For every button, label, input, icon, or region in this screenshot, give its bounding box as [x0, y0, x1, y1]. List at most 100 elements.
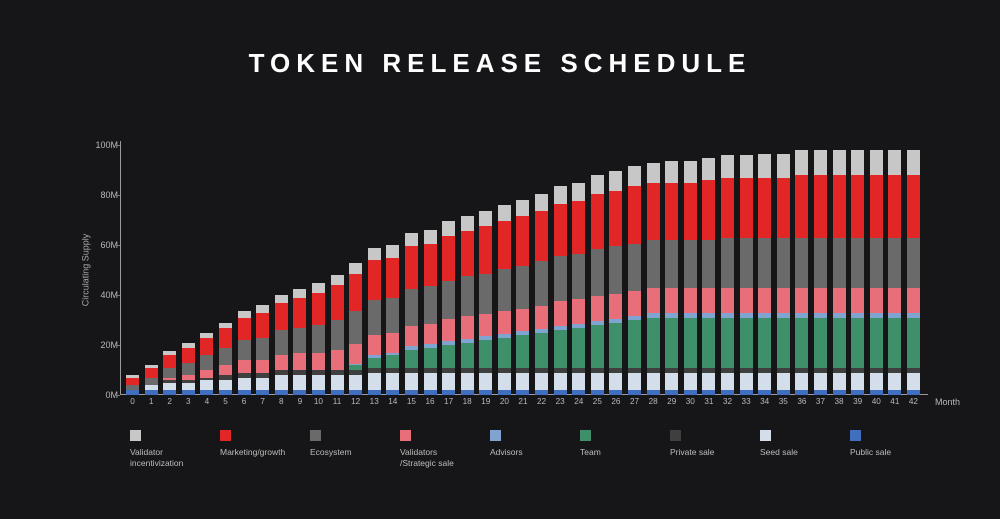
bar [516, 200, 529, 395]
bar-segment-validators_strategic [870, 288, 883, 313]
legend-swatch [760, 430, 771, 441]
x-tick-label: 25 [591, 397, 604, 406]
x-tick-label: 28 [647, 397, 660, 406]
bar [256, 305, 269, 395]
bar-segment-team [851, 318, 864, 368]
bar-segment-seed_sale [591, 373, 604, 391]
bar-segment-marketing [200, 338, 213, 356]
x-tick-label: 32 [721, 397, 734, 406]
bar-segment-ecosystem [182, 363, 195, 376]
x-tick-label: 42 [907, 397, 920, 406]
legend-item-public_sale: Public sale [850, 430, 940, 469]
bar-segment-validator_incent [907, 150, 920, 175]
legend-item-seed_sale: Seed sale [760, 430, 850, 469]
bar-segment-validators_strategic [535, 306, 548, 329]
bar-segment-public_sale [405, 390, 418, 395]
bar-segment-validators_strategic [219, 365, 232, 375]
bar-segment-seed_sale [907, 373, 920, 391]
y-tick-label: 60M [92, 240, 118, 250]
bar-segment-public_sale [851, 390, 864, 395]
legend-label: Validators /Strategic sale [400, 447, 454, 469]
bar-segment-validators_strategic [684, 288, 697, 313]
bar-segment-marketing [368, 260, 381, 300]
x-tick-label: 38 [833, 397, 846, 406]
bar-segment-validator_incent [758, 154, 771, 178]
bar-segment-validators_strategic [572, 299, 585, 324]
bar-segment-ecosystem [424, 286, 437, 324]
bar [312, 283, 325, 396]
bar [628, 166, 641, 395]
bar-segment-seed_sale [609, 373, 622, 391]
bar-segment-ecosystem [516, 266, 529, 309]
bar-segment-team [777, 318, 790, 368]
bar [870, 150, 883, 395]
bar-segment-marketing [665, 183, 678, 241]
bar-segment-seed_sale [554, 373, 567, 391]
bar-segment-validators_strategic [609, 294, 622, 319]
x-tick-label: 10 [312, 397, 325, 406]
bar-segment-marketing [163, 355, 176, 368]
bar-segment-seed_sale [219, 380, 232, 390]
legend-label: Public sale [850, 447, 891, 458]
bar-segment-validator_incent [405, 233, 418, 247]
bar-segment-team [591, 325, 604, 368]
bar [740, 155, 753, 395]
y-tick-label: 100M [92, 140, 118, 150]
bar-segment-validator_incent [777, 154, 790, 178]
bar-segment-ecosystem [591, 249, 604, 297]
bar-segment-seed_sale [777, 373, 790, 391]
bar-segment-validator_incent [442, 221, 455, 236]
bar-segment-public_sale [200, 390, 213, 395]
bar-segment-validator_incent [479, 211, 492, 226]
bar-segment-marketing [275, 303, 288, 331]
bar-segment-marketing [405, 246, 418, 289]
bar-segment-validator_incent [424, 230, 437, 244]
bar-segment-validators_strategic [498, 311, 511, 334]
x-tick-label: 0 [126, 397, 139, 406]
bar-segment-team [740, 318, 753, 368]
y-tick-mark [116, 395, 120, 396]
bar-segment-team [684, 318, 697, 368]
bar [554, 186, 567, 395]
bar-segment-marketing [591, 194, 604, 249]
x-tick-label: 37 [814, 397, 827, 406]
y-tick-mark [116, 295, 120, 296]
bar [907, 150, 920, 395]
bar-segment-marketing [907, 175, 920, 238]
x-tick-label: 3 [182, 397, 195, 406]
bar-segment-seed_sale [331, 375, 344, 390]
bar-segment-seed_sale [424, 373, 437, 391]
bar-segment-team [795, 318, 808, 368]
x-axis-label: Month [935, 397, 960, 407]
legend-swatch [130, 430, 141, 441]
bar-segment-ecosystem [349, 311, 362, 344]
legend-label: Private sale [670, 447, 714, 458]
x-tick-label: 24 [572, 397, 585, 406]
bar-segment-team [535, 333, 548, 368]
bar [814, 150, 827, 395]
x-tick-container: 0123456789101112131415161718192021222324… [126, 397, 920, 406]
bar-segment-seed_sale [368, 373, 381, 391]
bar-segment-team [647, 318, 660, 368]
bar-segment-validator_incent [870, 150, 883, 175]
bar-segment-ecosystem [312, 325, 325, 353]
bar-segment-public_sale [349, 390, 362, 395]
bar-segment-validator_incent [814, 150, 827, 175]
y-tick-mark [116, 245, 120, 246]
bar-segment-seed_sale [870, 373, 883, 391]
bar-segment-validator_incent [554, 186, 567, 204]
bar-segment-seed_sale [814, 373, 827, 391]
bar-segment-ecosystem [461, 276, 474, 316]
bar [591, 175, 604, 395]
bar-segment-validator_incent [684, 161, 697, 182]
bar [442, 221, 455, 395]
bar-segment-validator_incent [256, 305, 269, 313]
legend-swatch [310, 430, 321, 441]
bar-segment-seed_sale [851, 373, 864, 391]
bar [368, 248, 381, 396]
bar-segment-public_sale [126, 390, 139, 395]
bar-segment-marketing [424, 244, 437, 287]
bar-segment-validators_strategic [851, 288, 864, 313]
bar-segment-validator_incent [795, 150, 808, 175]
bar [833, 150, 846, 395]
